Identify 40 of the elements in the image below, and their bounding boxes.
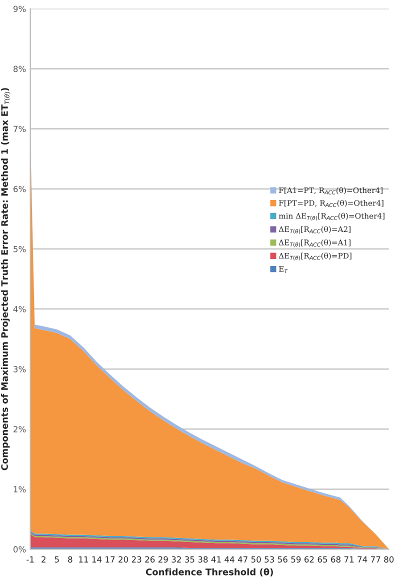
x-tick-label: 8 (68, 556, 72, 563)
x-tick-label: 38 (198, 556, 208, 563)
x-tick-label: 14 (92, 556, 102, 562)
x-tick-label: 11 (79, 556, 88, 562)
x-tick-label: 29 (158, 556, 168, 563)
y-tick-label: 6% (14, 186, 26, 192)
x-tick-label: 50 (251, 556, 261, 563)
x-tick-label: 56 (278, 556, 288, 563)
x-tick-label: 35 (185, 556, 194, 563)
x-tick-label: 26 (145, 556, 155, 563)
y-tick-label: 2% (14, 426, 26, 432)
x-tick-label: 59 (291, 556, 301, 563)
x-tick-label: 44 (224, 556, 234, 562)
x-tick-label: 68 (331, 556, 340, 563)
y-tick-label: 5% (14, 246, 26, 252)
x-tick-label: 2 (42, 556, 46, 562)
x-tick-label: 65 (318, 556, 328, 563)
y-axis-title: Components of Maximum Projected Truth Error Rate: Method 1 (max ET$_{T(θ)}$) (0, 88, 10, 470)
y-tick-label: 7% (14, 126, 26, 132)
x-tick-label: 17 (106, 556, 115, 562)
y-tick-label: 3% (14, 366, 26, 372)
x-tick-label: 74 (358, 556, 368, 562)
x-tick-label: 62 (304, 556, 314, 563)
x-tick-label: 20 (118, 556, 128, 563)
x-tick-label: 5 (54, 556, 59, 563)
x-tick-label: -1 (26, 556, 34, 562)
y-tick-label: 4% (13, 306, 26, 312)
x-axis-title: Confidence Threshold (θ) (146, 568, 273, 576)
y-tick-label: 1% (14, 486, 26, 492)
x-tick-label: 32 (172, 556, 181, 563)
x-tick-label: 77 (370, 556, 380, 562)
x-tick-label: 47 (238, 556, 248, 562)
x-tick-label: 41 (211, 556, 221, 562)
x-tick-label: 53 (264, 556, 274, 563)
x-tick-label: 80 (384, 556, 394, 563)
y-tick-label: 8% (14, 66, 26, 72)
x-tick-label: 23 (132, 556, 142, 563)
y-tick-label: 0% (14, 546, 26, 552)
y-tick-label: 9% (13, 6, 26, 12)
x-tick-label: 71 (344, 556, 354, 562)
